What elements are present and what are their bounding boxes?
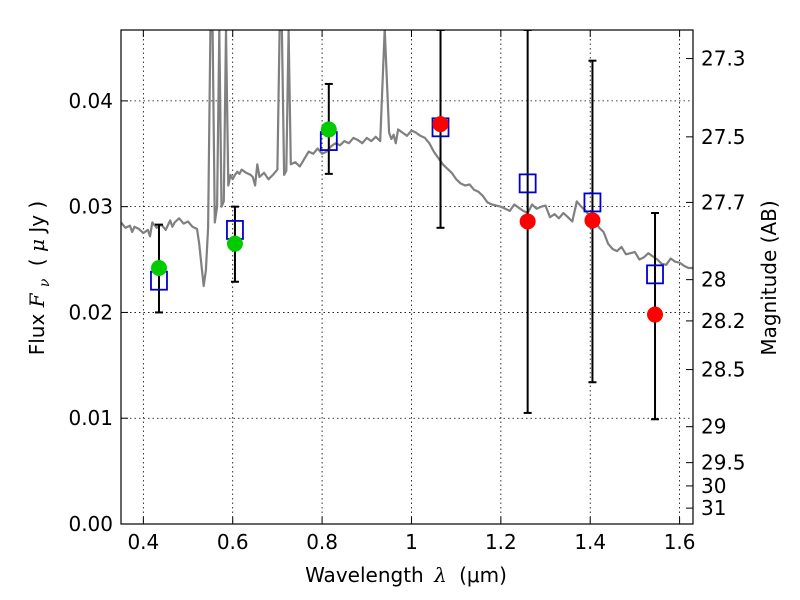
model-sed-path [121,30,693,288]
x-tick-label: 0.6 [217,530,249,554]
y2-tick-label: 28.2 [701,309,746,333]
photometry-point [647,306,664,323]
y2-tick-label: 29.5 [701,451,746,475]
photometry-point [432,116,449,133]
model-photometry-square [583,192,602,213]
y2-tick-label: 27.3 [701,47,746,71]
data-points [150,116,664,323]
x-tick-label: 1.6 [664,530,696,554]
y-tick-label: 0.00 [68,512,113,536]
photometry-point [320,121,337,138]
y-tick-label: 0.03 [68,195,113,219]
plot-frame [120,29,694,525]
photometry-point [519,213,536,230]
y2-tick-label: 30 [701,474,726,498]
photometry-point [150,260,167,277]
y-tick-label: 0.01 [68,406,113,430]
model-sed-line [121,30,693,288]
x-tick-label: 0.4 [127,530,159,554]
y-axis-label: Flux F ν ( μ Jy ) [25,201,54,356]
photometry-point [584,212,601,229]
y2-tick-label: 29 [701,415,726,439]
y2-tick-label: 28.5 [701,358,746,382]
x-axis-label: Wavelength λ (μm) [305,563,507,587]
model-photometry-square [518,173,537,194]
x-tick-label: 1.2 [485,530,517,554]
y2-tick-label: 27.5 [701,125,746,149]
y2-axis-label: Magnitude (AB) [757,200,781,355]
x-tick-label: 0.8 [306,530,338,554]
y-tick-label: 0.02 [68,300,113,324]
y2-tick-label: 27.7 [701,190,746,214]
model-photometry-square [646,264,664,285]
x-tick-label: 1.4 [574,530,606,554]
y-tick-label: 0.04 [68,89,113,113]
x-tick-label: 1 [405,530,418,554]
axis-ticks: 0.4 0.6 0.8 1 1.2 1.4 1.6 0.00 0.01 0.02 0.03 0.04 2… [68,30,746,554]
y2-tick-label: 31 [701,496,726,520]
y2-tick-label: 28 [701,268,726,292]
photometry-point [226,235,243,252]
